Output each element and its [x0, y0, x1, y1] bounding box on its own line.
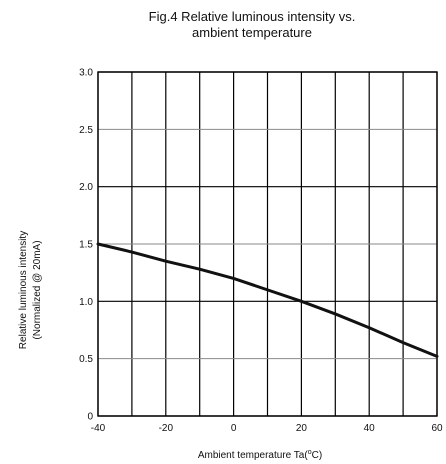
x-axis-label-degree: o — [308, 449, 312, 456]
chart-title-line-1: Fig.4 Relative luminous intensity vs. — [149, 9, 356, 24]
y-tick-label: 1.0 — [79, 297, 93, 308]
x-tick-label: -20 — [159, 423, 174, 434]
x-axis-label-suffix: C) — [312, 450, 323, 461]
x-axis-ticks: -40 -20 0 20 40 60 — [91, 423, 443, 434]
y-axis-ticks: 0 0.5 1.0 1.5 2.0 2.5 3.0 — [79, 68, 93, 423]
y-tick-label: 2.5 — [79, 125, 93, 136]
x-tick-label: 60 — [431, 423, 443, 434]
chart-title-line-2: ambient temperature — [192, 25, 312, 40]
y-tick-label: 0 — [87, 412, 93, 423]
series-line — [96, 242, 439, 358]
y-axis-label-line-1: Relative luminous intensity — [18, 231, 29, 349]
y-axis-label: Relative luminous intensity (Normalized … — [18, 231, 43, 349]
y-tick-label: 0.5 — [79, 354, 93, 365]
x-axis-label-prefix: Ambient temperature Ta( — [198, 450, 309, 461]
plot-grid — [97, 71, 438, 417]
x-axis-label: Ambient temperature Ta(oC) — [198, 449, 322, 461]
x-tick-label: -40 — [91, 423, 106, 434]
x-tick-label: 0 — [231, 423, 237, 434]
chart-title: Fig.4 Relative luminous intensity vs. am… — [149, 9, 356, 40]
y-tick-label: 3.0 — [79, 68, 93, 79]
x-tick-label: 40 — [364, 423, 376, 434]
x-tick-label: 20 — [296, 423, 308, 434]
y-tick-label: 2.0 — [79, 182, 93, 193]
y-axis-label-line-2: (Normalized @ 20mA) — [32, 240, 43, 339]
plot-series — [96, 242, 439, 358]
y-tick-label: 1.5 — [79, 240, 93, 251]
